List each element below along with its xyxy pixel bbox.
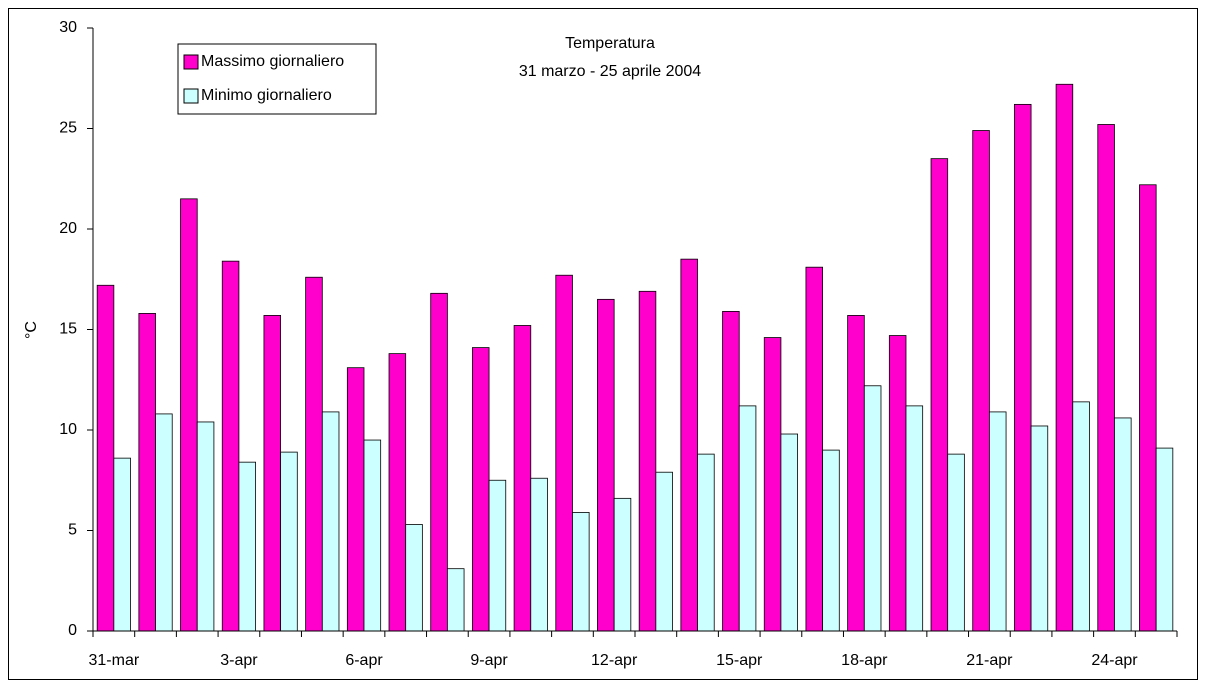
bar — [822, 449, 840, 632]
legend-label: Minimo giornaliero — [201, 87, 332, 104]
x-tick-label: 24-apr — [1091, 652, 1138, 669]
bar — [1155, 447, 1174, 632]
bar — [697, 453, 715, 632]
bar — [572, 512, 590, 632]
bar — [1114, 417, 1132, 632]
bar — [96, 284, 115, 632]
bar — [780, 433, 799, 632]
bar — [1139, 184, 1157, 632]
bar — [930, 158, 949, 632]
bar — [180, 198, 198, 632]
x-tick-label: 12-apr — [591, 652, 638, 669]
bar — [530, 477, 548, 632]
bar — [405, 524, 423, 632]
bar — [1014, 103, 1032, 632]
x-tick-label: 31-mar — [89, 652, 140, 669]
chart-subtitle: 31 marzo - 25 aprile 2004 — [519, 63, 701, 80]
bar — [196, 421, 215, 632]
y-tick-label: 5 — [68, 522, 77, 539]
bar — [321, 411, 340, 632]
bar — [488, 479, 507, 632]
bar — [1030, 425, 1049, 632]
y-tick-label: 0 — [68, 622, 77, 639]
y-tick-label: 20 — [59, 220, 77, 237]
x-tick-label: 9-apr — [470, 652, 508, 669]
bar — [597, 298, 615, 632]
bar — [1097, 124, 1115, 632]
bar — [847, 315, 865, 632]
bar — [905, 405, 924, 632]
bar — [1072, 401, 1090, 632]
bar — [947, 453, 965, 632]
bar — [655, 471, 673, 632]
bar — [1055, 83, 1074, 632]
bar — [888, 335, 907, 632]
bar — [613, 497, 632, 632]
bar — [446, 568, 465, 632]
chart-title: Temperatura — [565, 35, 655, 52]
y-tick-label: 10 — [59, 421, 77, 438]
bar — [138, 313, 156, 632]
x-tick-label: 3-apr — [220, 652, 258, 669]
bar — [113, 457, 131, 632]
legend-swatch — [183, 54, 199, 70]
legend-label: Massimo giornaliero — [201, 53, 344, 70]
bar — [763, 337, 782, 632]
bar — [988, 411, 1007, 632]
y-tick-label: 30 — [59, 19, 77, 36]
y-tick-label: 15 — [59, 321, 77, 338]
bar — [238, 461, 257, 632]
bar — [863, 385, 882, 632]
bar — [363, 439, 382, 632]
bar — [430, 292, 448, 632]
bar — [155, 413, 173, 632]
bar — [305, 276, 323, 632]
bar — [513, 325, 532, 632]
x-tick-label: 15-apr — [716, 652, 763, 669]
x-tick-label: 18-apr — [841, 652, 888, 669]
x-tick-label: 6-apr — [345, 652, 383, 669]
bar — [722, 311, 740, 632]
bar — [221, 260, 240, 632]
y-tick-label: 25 — [59, 120, 77, 137]
bar — [280, 451, 298, 632]
y-axis-label: °C — [23, 321, 40, 339]
bar — [263, 315, 282, 632]
bar — [972, 130, 990, 632]
legend-box — [177, 43, 377, 115]
bar — [388, 353, 407, 632]
bar — [805, 266, 824, 632]
bar — [680, 258, 698, 632]
bar — [638, 290, 657, 632]
x-tick-label: 21-apr — [966, 652, 1013, 669]
bar — [346, 367, 365, 632]
bar — [471, 347, 490, 632]
bar — [738, 405, 757, 632]
bar — [555, 274, 573, 632]
legend-swatch — [183, 88, 199, 104]
